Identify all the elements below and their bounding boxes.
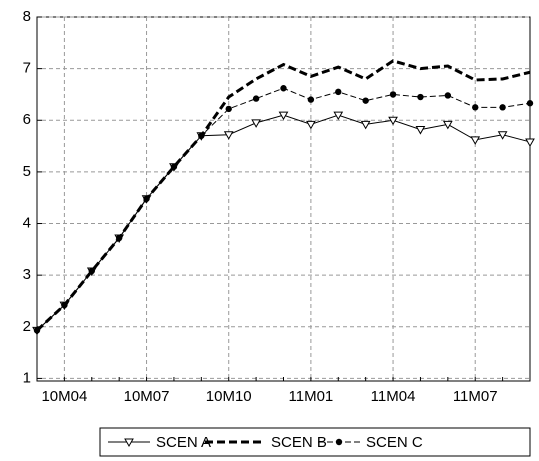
marker	[362, 97, 369, 104]
marker	[388, 116, 398, 126]
marker	[499, 104, 506, 111]
marker	[415, 126, 426, 135]
marker	[335, 88, 342, 96]
marker	[333, 111, 344, 121]
marker	[306, 120, 316, 130]
marker	[417, 93, 424, 101]
legend-box	[99, 427, 531, 457]
legend-label: SCEN A	[156, 434, 211, 451]
marker	[470, 136, 481, 145]
x-tick-label: 11M04	[371, 388, 416, 405]
x-tick-label: 10M04	[41, 388, 87, 405]
series-line	[36, 87, 531, 331]
y-tick-label: 5	[23, 163, 31, 180]
marker	[472, 104, 479, 111]
marker	[280, 85, 287, 92]
y-tick-label: 4	[23, 214, 31, 231]
x-tick-label: 11M07	[453, 388, 498, 405]
marker	[389, 91, 397, 98]
y-tick-label: 8	[23, 8, 31, 25]
marker	[252, 95, 260, 102]
y-tick-label: 6	[23, 111, 31, 128]
y-tick-label: 1	[23, 369, 31, 386]
marker	[335, 438, 343, 446]
marker	[225, 105, 232, 113]
x-tick-label: 10M07	[124, 388, 170, 405]
marker	[170, 163, 178, 170]
y-tick-label: 7	[23, 60, 31, 77]
marker	[115, 234, 123, 242]
marker	[124, 438, 134, 448]
marker	[88, 267, 95, 275]
marker	[442, 120, 453, 130]
marker	[198, 132, 205, 139]
x-tick-label: 10M10	[206, 388, 252, 405]
marker	[525, 138, 535, 147]
marker	[526, 100, 534, 107]
marker	[61, 301, 68, 309]
marker	[251, 119, 261, 128]
marker	[33, 327, 41, 334]
y-tick-label: 2	[23, 318, 31, 335]
legend-label: SCEN C	[366, 434, 423, 451]
marker	[278, 111, 289, 121]
series-line	[36, 114, 531, 331]
marker	[223, 131, 234, 140]
marker	[143, 195, 150, 202]
legend-label: SCEN B	[271, 434, 327, 451]
series-line	[35, 59, 531, 332]
y-tick-label: 3	[23, 266, 31, 283]
marker	[360, 120, 371, 130]
x-tick-label: 11M01	[289, 388, 334, 405]
marker	[307, 96, 315, 103]
marker	[497, 131, 508, 140]
marker	[444, 92, 452, 99]
